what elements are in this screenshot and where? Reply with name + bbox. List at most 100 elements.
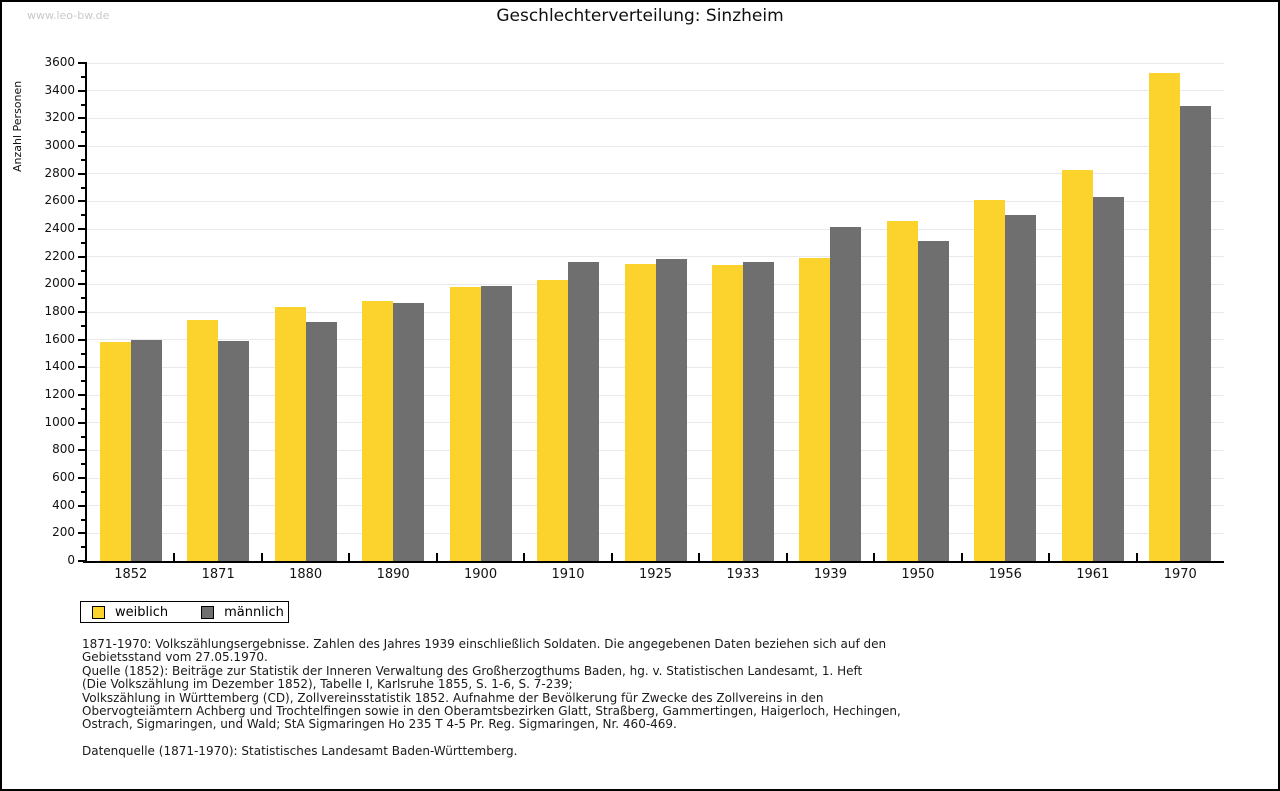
y-minor-tick-1700	[81, 324, 85, 327]
y-minor-tick-700	[81, 463, 85, 466]
legend-swatch-weiblich	[92, 605, 105, 619]
y-minor-tick-3100	[81, 131, 85, 134]
y-tick-label-600: 600	[52, 470, 75, 484]
bar-weiblich-1970	[1149, 72, 1181, 561]
y-tick-label-2800: 2800	[44, 165, 75, 180]
footer-line: Obervogteiämtern Achberg und Trochtelfin…	[82, 704, 901, 719]
x-label-1950: 1950	[901, 567, 935, 582]
bar-männlich-1852	[130, 340, 162, 561]
footer-datasource: Datenquelle (1871-1970): Statistisches L…	[82, 743, 518, 758]
y-tick-label-3000: 3000	[44, 138, 75, 152]
x-label-1900: 1900	[464, 567, 498, 582]
x-label-1880: 1880	[289, 567, 323, 582]
y-gridline-3600	[87, 62, 1224, 64]
y-gridline-3400	[87, 90, 1224, 92]
bar-weiblich-1900	[449, 286, 481, 561]
y-tick-label-2400: 2400	[44, 221, 75, 235]
y-tick-label-800: 800	[52, 442, 75, 457]
y-minor-tick-1300	[81, 380, 85, 383]
legend-label-weiblich: weiblich	[115, 604, 169, 620]
x-boundary-tick	[435, 553, 438, 561]
y-tick-0	[78, 560, 85, 562]
y-tick-1000	[78, 421, 85, 424]
bar-männlich-1880	[305, 322, 337, 561]
y-tick-label-0: 0	[67, 553, 75, 567]
x-boundary-tick	[610, 553, 613, 561]
y-minor-tick-300	[81, 518, 85, 521]
x-boundary-tick	[960, 553, 963, 561]
legend-box: weiblich männlich	[80, 601, 289, 623]
y-tick-1200	[78, 394, 85, 396]
y-minor-tick-1900	[81, 297, 85, 300]
bar-weiblich-1925	[624, 264, 656, 561]
x-label-1871: 1871	[201, 567, 235, 582]
bar-männlich-1871	[218, 340, 250, 561]
y-minor-tick-1100	[81, 407, 85, 410]
bar-männlich-1933	[742, 261, 774, 561]
y-tick-3600	[78, 62, 85, 64]
y-tick-400	[78, 504, 85, 507]
bar-männlich-1956	[1005, 215, 1037, 561]
y-tick-label-1600: 1600	[44, 331, 75, 346]
y-gridline-2200	[87, 256, 1224, 258]
x-label-1910: 1910	[551, 567, 585, 582]
x-label-1961: 1961	[1076, 567, 1110, 582]
y-minor-tick-2900	[81, 158, 85, 161]
x-boundary-tick	[523, 553, 526, 561]
footer-line: 1871-1970: Volkszählungsergebnisse. Zahl…	[82, 637, 887, 651]
bar-weiblich-1871	[187, 320, 219, 561]
bar-männlich-1910	[568, 262, 600, 561]
y-tick-2000	[78, 283, 85, 286]
y-tick-2200	[78, 255, 85, 258]
x-axis-line	[83, 561, 1224, 563]
y-minor-tick-2700	[81, 186, 85, 189]
y-tick-3200	[78, 117, 85, 120]
legend-swatch-maennlich	[201, 605, 215, 619]
y-tick-label-3600: 3600	[44, 55, 75, 69]
y-minor-tick-500	[81, 490, 85, 493]
footer-line: Gebietsstand vom 27.05.1970.	[82, 650, 268, 665]
x-label-1939: 1939	[813, 567, 847, 582]
y-tick-label-1400: 1400	[44, 359, 75, 374]
bar-weiblich-1950	[886, 221, 918, 561]
y-minor-tick-2100	[81, 269, 85, 272]
y-gridline-2600	[87, 200, 1224, 202]
y-tick-label-3400: 3400	[44, 82, 75, 97]
x-label-1925: 1925	[638, 567, 673, 582]
y-minor-tick-900	[81, 435, 85, 438]
plot-area: 0 200 400 600 800 1000 1200 1400 1600 1800 2000 220…	[44, 55, 1224, 582]
y-tick-1600	[78, 338, 85, 341]
y-gridline-3200	[87, 117, 1224, 119]
footer-line: Ostrach, Sigmaringen, und Wald; StA Sigm…	[82, 717, 677, 732]
y-gridline-2400	[87, 228, 1224, 230]
x-boundary-tick	[873, 553, 876, 561]
y-tick-label-200: 200	[52, 525, 75, 540]
y-tick-label-2600: 2600	[44, 193, 75, 208]
y-tick-label-400: 400	[52, 497, 75, 512]
y-tick-2400	[78, 228, 85, 230]
bar-männlich-1970	[1180, 105, 1212, 561]
bar-weiblich-1933	[711, 265, 743, 561]
y-tick-3400	[78, 89, 85, 92]
chart-title: Geschlechterverteilung: Sinzheim	[496, 6, 784, 26]
y-gridline-3000	[87, 145, 1224, 147]
y-tick-label-1200: 1200	[44, 387, 75, 401]
y-minor-tick-1500	[81, 352, 85, 355]
x-boundary-tick	[1135, 553, 1138, 561]
x-label-1890: 1890	[376, 567, 410, 582]
y-tick-200	[78, 532, 85, 535]
y-minor-tick-100	[81, 546, 85, 549]
y-tick-2600	[78, 200, 85, 203]
x-label-1852: 1852	[114, 567, 148, 582]
y-minor-tick-3300	[81, 103, 85, 106]
y-tick-1800	[78, 311, 85, 313]
y-tick-label-1800: 1800	[44, 304, 75, 318]
bar-weiblich-1890	[362, 300, 394, 561]
y-gridline-2800	[87, 173, 1224, 175]
x-label-1970: 1970	[1163, 567, 1197, 582]
footer-notes: 1871-1970: Volkszählungsergebnisse. Zahl…	[82, 637, 1258, 758]
y-axis-title: Anzahl Personen	[11, 80, 24, 172]
bar-weiblich-1852	[99, 341, 131, 561]
x-boundary-tick	[260, 553, 263, 561]
